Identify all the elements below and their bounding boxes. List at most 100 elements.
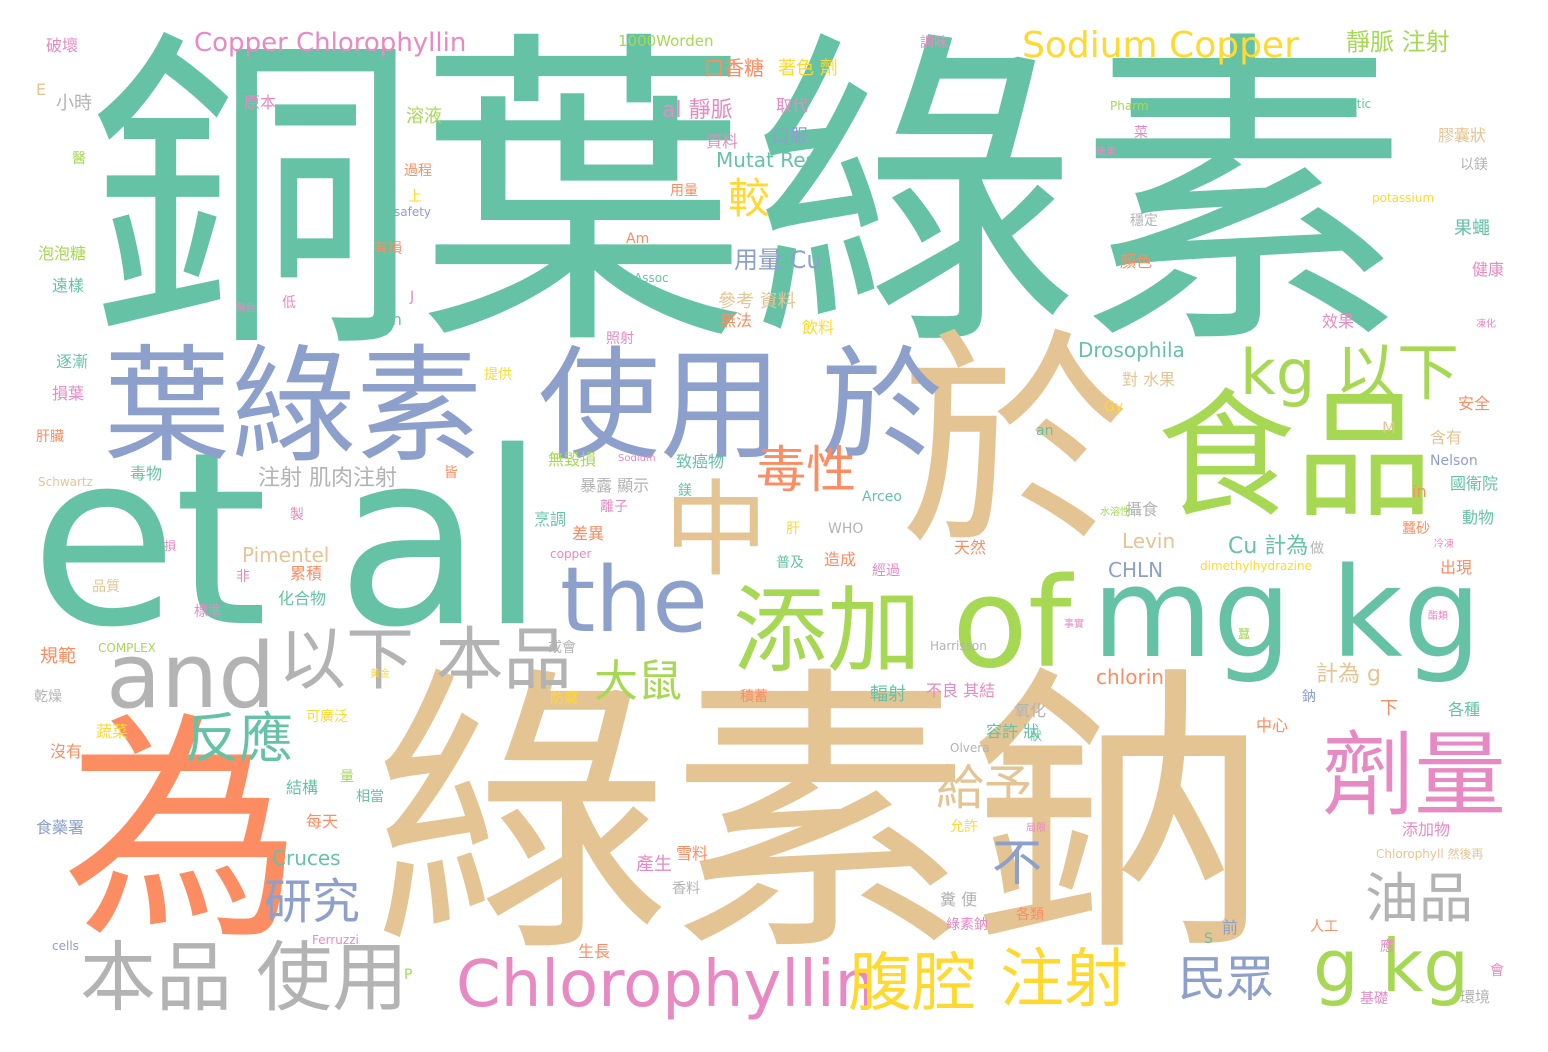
word: 製 [290,507,304,523]
word: 對 水果 [1122,370,1176,389]
word: 使用 於 [538,335,943,477]
word: kg 以下 [1240,336,1459,409]
word: 標準 [194,604,222,620]
word: 不 [992,834,1042,892]
word: 普及 [776,555,804,571]
word: 出現 [1440,558,1473,577]
word: 雪料 [676,844,709,863]
word: 蠶 [1238,627,1251,641]
word: 注射 [1000,943,1128,1017]
word: 研究 [264,874,361,930]
word: 做 [1310,541,1324,557]
word: 損葉 [52,384,85,403]
word: 較 [728,174,771,223]
word: 著色 劑 [778,58,838,79]
word: 食藥署 [36,818,85,837]
word: 資料 [706,132,739,151]
word: 低 [282,295,296,311]
word: 照射 [606,331,634,347]
word: 口服 [772,126,808,147]
word: 肝臟 [36,429,64,445]
word: 注射 肌肉注射 [258,466,397,491]
word: the [560,548,708,653]
word: 每天 [306,812,339,831]
word: M [1382,418,1396,437]
word: Ferruzzi [312,933,359,947]
word: chlorin [1096,665,1164,689]
word: 穩定 [1130,213,1158,229]
word: 糖果 [1096,147,1116,158]
word: 人工 [1310,919,1338,935]
word: Assoc [634,271,669,285]
word: dimethylhydrazine [1200,559,1313,573]
word: 基礎 [1360,991,1388,1007]
word: 顏色 [1120,252,1153,271]
word: 以鎂 [1460,157,1488,173]
word: 損 [164,539,177,553]
word: 遠樣 [52,276,85,295]
word: 無法 [720,311,753,330]
word: 靜脈 注射 [1346,28,1450,56]
word: Levin [1122,529,1176,553]
word: 菜 [1134,125,1148,141]
word: 化合物 [278,589,327,608]
word: 造成 [824,550,857,569]
word: 小時 [56,93,92,114]
word: 不良 其結 [926,681,996,700]
word: 皆 [444,465,458,481]
word: 可廣泛 [306,709,348,725]
word: 含有 [1430,428,1463,447]
word: 離子 [600,499,628,515]
word: 環境 [1460,988,1491,1006]
word: 調味 [920,35,948,51]
word: 民眾 [1178,951,1275,1007]
word: al 靜脈 [662,98,733,123]
word: 冷凍 [1434,539,1454,550]
word: 允許 [950,819,978,835]
word: 凍化 [1476,319,1496,330]
word: 過程 [404,163,432,179]
word: 果蠅 [1454,218,1490,239]
word: 容許 狀 [986,722,1040,741]
word: 糞 便 [940,890,978,909]
word: 國衛院 [1450,474,1499,493]
word: 生長 [578,942,611,961]
word: Schwartz [38,475,93,489]
word: and [106,624,276,729]
word: 或會 [548,640,576,656]
word: on [382,310,402,329]
word: 逐漸 [56,352,89,371]
word: 毒物 [130,464,163,483]
word: 醫 [72,151,86,167]
word: 規範 [40,646,76,667]
word: 為 [62,692,303,972]
word: 大鼠 [594,656,682,707]
word: 乾燥 [34,689,62,705]
word: Sodium Copper [1022,25,1299,66]
word: E [36,80,47,99]
word: 取代 [776,96,809,115]
word: Nelson [1430,453,1478,469]
word: 食品 [1157,376,1434,537]
word: 飲料 [802,318,835,337]
word: 差異 [572,524,605,543]
word: 事實 [1064,619,1084,630]
word: 會 [1490,963,1504,979]
word: 天然 [954,538,987,557]
word: an [1036,423,1054,439]
word: 破壞 [46,36,79,55]
word: 肝 [786,521,800,537]
word: Olvera [950,741,990,755]
word: 各種 [1448,700,1481,719]
word: 鎂 [678,483,692,499]
word: 用量 Cu [734,246,822,274]
word: 輻射 [870,684,906,705]
word: 安全 [1458,394,1491,413]
word: Sodium [618,453,656,464]
word: 香料 [672,881,700,897]
word: CHLN [1108,558,1164,582]
word: 氧化 [1014,701,1047,720]
word: 反應 [185,707,293,770]
word: 綠素鈉 [946,917,988,933]
word: 添加物 [1402,820,1451,839]
